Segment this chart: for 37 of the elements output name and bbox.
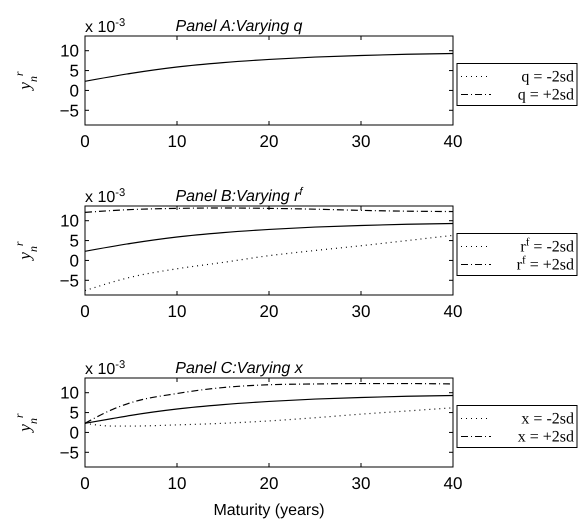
x-tick-label: 10	[168, 474, 186, 493]
legend-label: x = -2sd	[521, 410, 574, 428]
x-tick-label: 20	[260, 132, 278, 151]
y-tick-label: 10	[60, 384, 79, 403]
x-tick-label: 30	[352, 302, 370, 321]
y-tick-label: 5	[70, 232, 79, 251]
x-tick-label: 30	[352, 132, 370, 151]
y-tick-label: 0	[70, 423, 79, 442]
y-tick-label: 0	[70, 251, 79, 270]
legend-label: r$^{f}$ = +2sd	[516, 254, 574, 274]
y-tick-label: 10	[60, 42, 79, 61]
y-tick-label: 5	[70, 62, 79, 81]
y-tick-label: −5	[60, 443, 79, 462]
legend-label: r$^{f}$ = -2sd	[520, 236, 574, 256]
x-tick-label: 20	[260, 474, 278, 493]
legend-label: q = +2sd	[518, 86, 574, 104]
chart-title: Panel A:Varying q	[176, 18, 303, 35]
legend-label: x = +2sd	[518, 428, 574, 446]
x-tick-label: 10	[168, 302, 186, 321]
x-tick-label: 10	[168, 132, 186, 151]
annotation: x 10$^{-3}$	[85, 359, 126, 378]
annotation: x 10$^{-3}$	[85, 17, 126, 36]
chart-title: Panel C:Varying x	[175, 360, 304, 377]
x-tick-label: 40	[444, 302, 462, 321]
x-tick-label: 40	[444, 132, 462, 151]
legend-label: q = -2sd	[521, 68, 574, 86]
y-tick-label: −5	[60, 101, 79, 120]
y-tick-label: 0	[70, 81, 79, 100]
x-tick-label: 30	[352, 474, 370, 493]
chart-title: Panel B:Varying r$^{f}$	[175, 186, 304, 205]
x-tick-label: 40	[444, 474, 462, 493]
x-tick-label: 20	[260, 302, 278, 321]
y-tick-label: 10	[60, 212, 79, 231]
x-axis-title: Maturity (years)	[213, 502, 325, 519]
y-tick-label: −5	[60, 271, 79, 290]
annotation: x 10$^{-3}$	[85, 187, 126, 206]
y-tick-label: 5	[70, 404, 79, 423]
